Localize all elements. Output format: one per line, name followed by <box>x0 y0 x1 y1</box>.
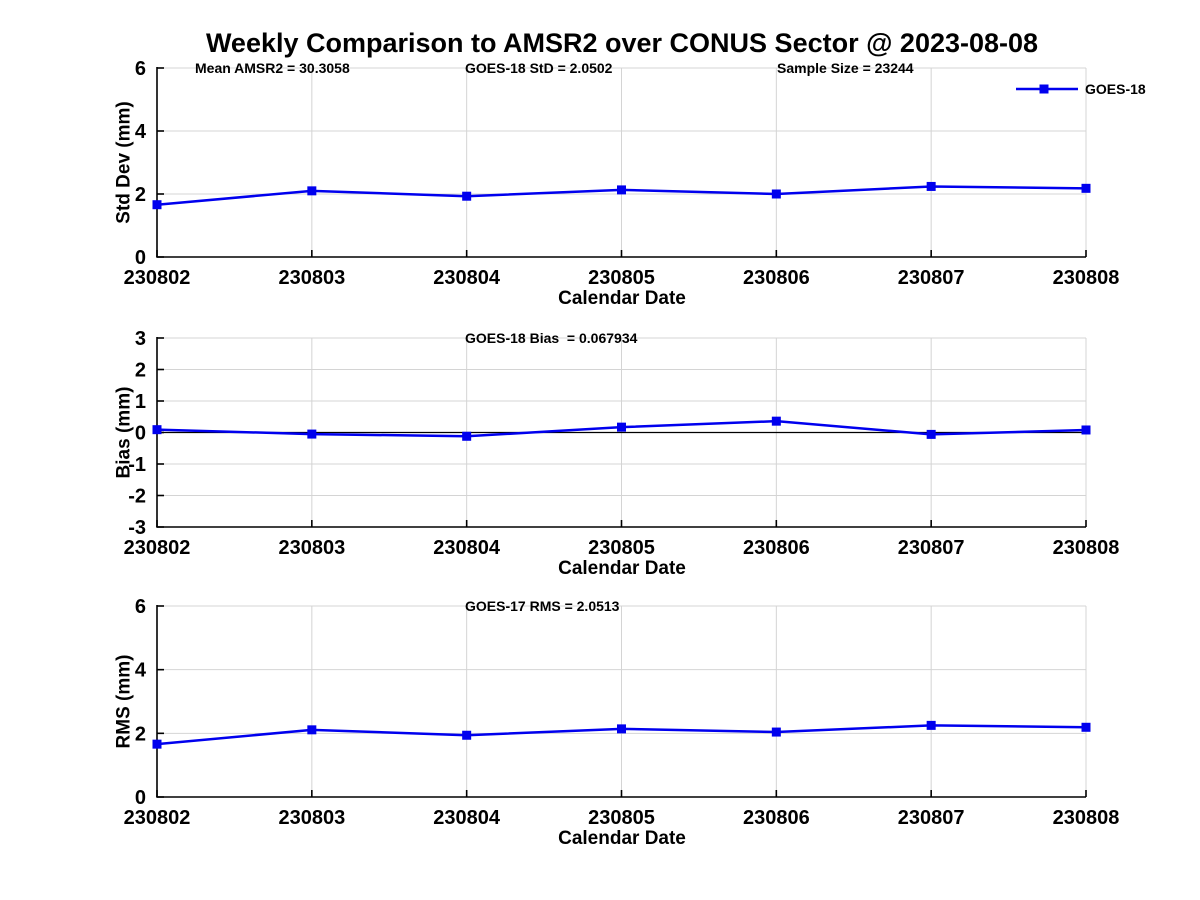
legend-label: GOES-18 <box>1085 81 1146 97</box>
data-point-marker <box>617 724 626 734</box>
data-point-marker <box>462 431 472 441</box>
x-tick-label: 230808 <box>1053 807 1120 829</box>
x-axis-label-bias: Calendar Date <box>558 558 686 579</box>
y-tick-label: -3 <box>128 517 146 539</box>
x-tick-label: 230803 <box>278 537 345 559</box>
annotation-goes18-bias: GOES-18 Bias = 0.067934 <box>465 330 638 346</box>
data-point-marker <box>926 181 936 191</box>
annotation-goes18-std: GOES-18 StD = 2.0502 <box>465 60 613 76</box>
y-tick-label: 0 <box>135 423 146 445</box>
x-tick-label: 230806 <box>743 537 810 559</box>
data-point-marker <box>617 185 626 195</box>
y-tick-label: 2 <box>135 184 146 206</box>
data-point-marker <box>307 725 317 735</box>
x-tick-label: 230805 <box>588 807 655 829</box>
data-point-marker <box>307 186 317 196</box>
data-point-marker <box>152 739 162 749</box>
annotation-mean-amsr2: Mean AMSR2 = 30.3058 <box>195 60 350 76</box>
x-tick-label: 230802 <box>124 807 191 829</box>
data-point-marker <box>307 429 317 439</box>
data-point-marker <box>771 727 781 737</box>
data-point-marker <box>1081 183 1091 193</box>
data-point-marker <box>926 720 936 730</box>
x-tick-label: 230807 <box>898 537 965 559</box>
x-axis-label-rms: Calendar Date <box>558 828 686 849</box>
data-point-marker <box>771 189 781 199</box>
y-tick-label: 0 <box>135 247 146 269</box>
y-tick-label: 4 <box>135 121 147 143</box>
y-tick-label: -1 <box>128 454 146 476</box>
x-tick-label: 230807 <box>898 807 965 829</box>
x-tick-label: 230806 <box>743 267 810 289</box>
x-tick-label: 230803 <box>278 807 345 829</box>
y-axis-label-stddev: Std Dev (mm) <box>113 101 135 224</box>
y-tick-label: 2 <box>135 723 146 745</box>
data-point-marker <box>926 429 936 439</box>
x-tick-label: 230805 <box>588 267 655 289</box>
y-tick-label: 1 <box>135 391 146 413</box>
legend-marker <box>1039 84 1049 94</box>
x-tick-label: 230803 <box>278 267 345 289</box>
y-tick-label: 0 <box>135 787 146 809</box>
data-point-marker <box>152 200 162 210</box>
y-axis-label-bias: Bias (mm) <box>113 386 135 479</box>
data-point-marker <box>462 730 472 740</box>
data-point-marker <box>1081 722 1091 732</box>
y-axis-label-rms: RMS (mm) <box>113 654 135 749</box>
annotation-goes17-rms: GOES-17 RMS = 2.0513 <box>465 598 620 614</box>
annotation-sample-size: Sample Size = 23244 <box>777 60 914 76</box>
data-point-marker <box>152 425 162 435</box>
x-tick-label: 230806 <box>743 807 810 829</box>
y-tick-label: 2 <box>135 360 146 382</box>
x-tick-label: 230802 <box>124 267 191 289</box>
x-axis-label-stddev: Calendar Date <box>558 288 686 309</box>
data-point-marker <box>617 422 626 432</box>
x-tick-label: 230805 <box>588 537 655 559</box>
figure-title: Weekly Comparison to AMSR2 over CONUS Se… <box>205 28 1039 58</box>
y-tick-label: 3 <box>135 328 146 350</box>
x-tick-label: 230807 <box>898 267 965 289</box>
x-tick-label: 230808 <box>1053 537 1120 559</box>
y-tick-label: 6 <box>135 58 146 80</box>
data-point-marker <box>462 191 472 201</box>
x-tick-label: 230804 <box>433 537 501 559</box>
data-point-marker <box>771 416 781 426</box>
legend-line-sample <box>1016 84 1078 94</box>
y-tick-label: -2 <box>128 486 146 508</box>
x-tick-label: 230802 <box>124 537 191 559</box>
x-tick-label: 230808 <box>1053 267 1120 289</box>
legend: GOES-18 <box>1016 81 1146 97</box>
y-tick-label: 6 <box>135 596 146 618</box>
x-tick-label: 230804 <box>433 267 501 289</box>
x-tick-label: 230804 <box>433 807 501 829</box>
data-point-marker <box>1081 425 1091 435</box>
y-tick-label: 4 <box>135 660 147 682</box>
